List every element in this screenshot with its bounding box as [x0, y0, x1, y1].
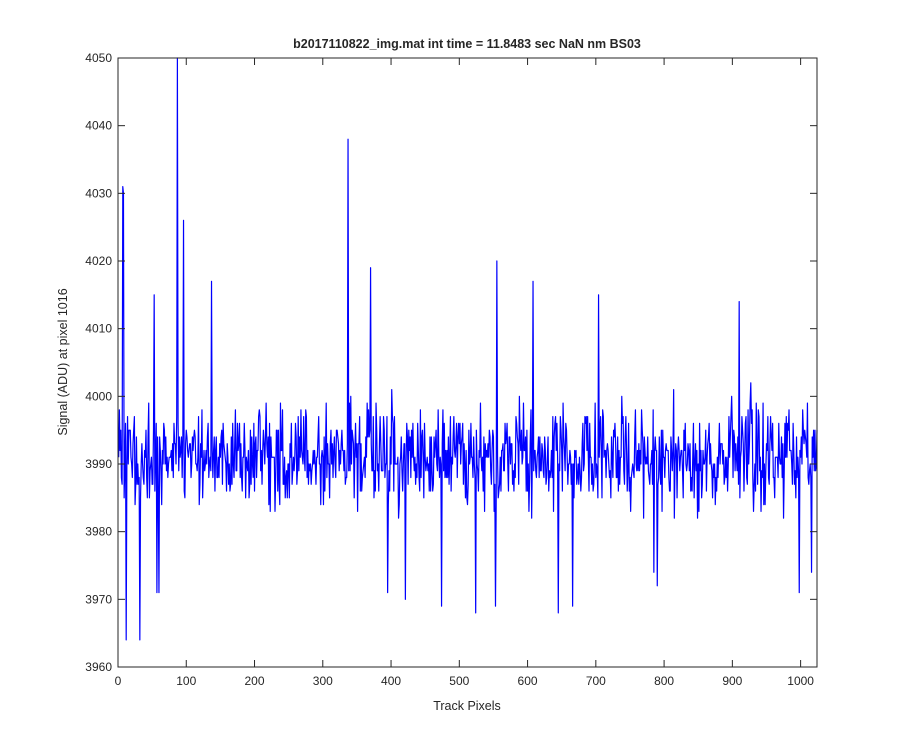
- y-tick-label: 4040: [85, 119, 112, 133]
- axes-box: [117, 57, 818, 668]
- y-tick-label: 4020: [85, 254, 112, 268]
- chart-title: b2017110822_img.mat int time = 11.8483 s…: [293, 37, 641, 51]
- y-axis-label: Signal (ADU) at pixel 1016: [56, 288, 70, 435]
- y-tick-label: 3990: [85, 457, 112, 471]
- x-tick-label: 300: [313, 674, 333, 688]
- x-axis-label: Track Pixels: [433, 699, 501, 713]
- x-tick-label: 900: [722, 674, 742, 688]
- y-tick-label: 3970: [85, 592, 112, 606]
- y-tick-label: 3980: [85, 525, 112, 539]
- y-tick-label: 4000: [85, 389, 112, 403]
- x-tick-label: 0: [115, 674, 122, 688]
- y-tick-label: 4050: [85, 51, 112, 65]
- tick-layer: 0 100 200 300 400 500 600 700 800 900 1000 3960 3970…: [85, 51, 817, 688]
- y-tick-label: 4010: [85, 322, 112, 336]
- x-tick-label: 200: [245, 674, 265, 688]
- x-tick-label: 1000: [787, 674, 814, 688]
- x-tick-label: 500: [449, 674, 469, 688]
- x-tick-label: 700: [586, 674, 606, 688]
- x-tick-label: 600: [518, 674, 538, 688]
- y-tick-label: 4030: [85, 186, 112, 200]
- x-tick-label: 100: [176, 674, 196, 688]
- signal-series-line: [118, 57, 818, 641]
- y-tick-label: 3960: [85, 660, 112, 674]
- plot-area: [118, 58, 817, 667]
- x-tick-label: 400: [381, 674, 401, 688]
- series-layer: [118, 57, 818, 641]
- x-tick-label: 800: [654, 674, 674, 688]
